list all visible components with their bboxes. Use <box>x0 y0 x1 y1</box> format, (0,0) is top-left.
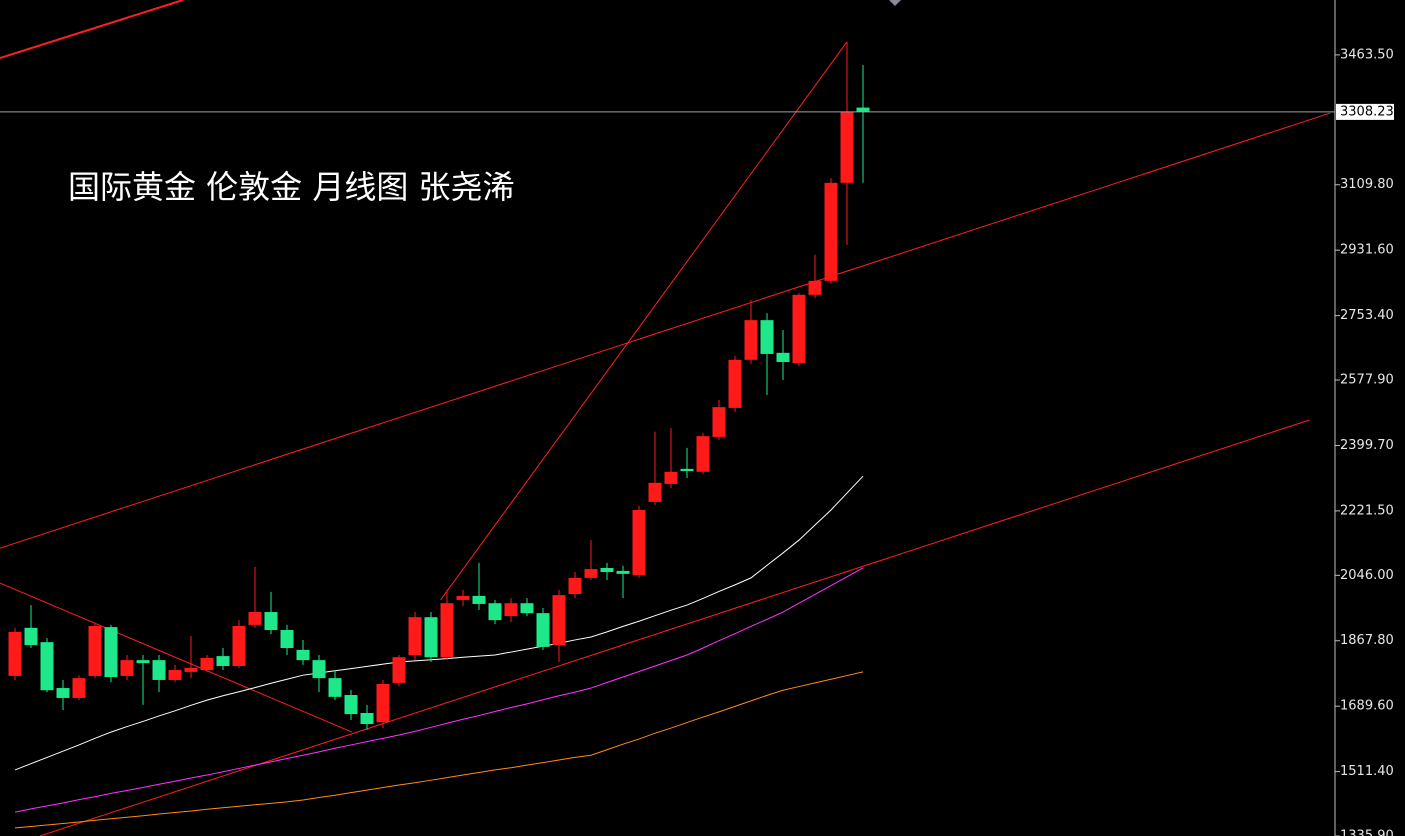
candle-body <box>792 294 806 364</box>
y-tick-label: 1511.40 <box>1340 764 1394 779</box>
candle-body <box>648 482 662 502</box>
trend-line <box>0 582 353 733</box>
candle-body <box>824 182 838 281</box>
trend-line <box>0 112 1331 549</box>
candle-body <box>328 678 342 697</box>
candle-body <box>24 627 38 646</box>
candle-body <box>152 660 166 680</box>
candle-body <box>168 670 182 680</box>
candle-body <box>568 577 582 595</box>
y-tick-label: 2931.60 <box>1340 243 1394 258</box>
moving-average <box>14 475 864 771</box>
candle-body <box>424 617 438 658</box>
chart-title: 国际黄金 伦敦金 月线图 张尧浠 <box>68 168 515 206</box>
last-price-box <box>1336 103 1394 120</box>
candle-body <box>88 625 102 676</box>
y-tick-label: 3463.50 <box>1340 47 1394 62</box>
candle-body <box>552 595 566 646</box>
moving-average <box>14 567 864 813</box>
y-tick-label: 3109.80 <box>1340 177 1394 192</box>
candle-body <box>840 111 854 183</box>
candle-body <box>120 660 134 676</box>
candle-body <box>616 570 630 574</box>
candle-body <box>360 713 374 725</box>
candle-body <box>456 595 470 600</box>
candle-body <box>712 407 726 437</box>
plot-area <box>0 0 1331 836</box>
candle-body <box>536 613 550 647</box>
candle-body <box>312 660 326 679</box>
candle-body <box>760 320 774 354</box>
candle-body <box>744 320 758 360</box>
candle-body <box>264 612 278 631</box>
candle-body <box>440 603 454 658</box>
candle-body <box>232 625 246 667</box>
y-tick-label: 1867.80 <box>1340 633 1394 648</box>
candle-body <box>392 657 406 683</box>
candle-body <box>520 603 534 614</box>
y-tick-label: 1689.60 <box>1340 699 1394 714</box>
candle-body <box>56 688 70 698</box>
candle-body <box>584 569 598 578</box>
y-tick-label: 1335.90 <box>1340 829 1394 836</box>
candle-body <box>40 642 54 691</box>
y-tick-label: 2221.50 <box>1340 503 1394 518</box>
y-tick-label: 2399.70 <box>1340 438 1394 453</box>
candle-body <box>664 471 678 484</box>
marker <box>889 0 901 6</box>
candle-body <box>776 352 790 363</box>
candle-body <box>856 107 870 112</box>
candle-body <box>248 612 262 625</box>
moving-average <box>14 671 864 829</box>
candle-body <box>104 627 118 678</box>
trend-line <box>0 0 184 59</box>
candle-body <box>600 567 614 573</box>
candle-body <box>472 595 486 604</box>
candle-body <box>280 630 294 649</box>
candle-body <box>136 660 150 664</box>
candle-body <box>680 468 694 472</box>
trend-line <box>440 41 848 601</box>
trend-line <box>39 419 1310 836</box>
candle-body <box>696 436 710 472</box>
candle-body <box>184 667 198 672</box>
y-tick-label: 2046.00 <box>1340 568 1394 583</box>
candle-body <box>488 603 502 621</box>
y-tick-label: 2753.40 <box>1340 308 1394 323</box>
candle-body <box>296 649 310 661</box>
candle-body <box>8 631 22 676</box>
candle-body <box>632 509 646 575</box>
candle-body <box>808 280 822 295</box>
candle-body <box>504 603 518 617</box>
candle-body <box>216 656 230 667</box>
last-price-label: 3308.23 <box>1340 104 1394 119</box>
candle-body <box>200 657 214 671</box>
candle-body <box>728 359 742 408</box>
candle-body <box>72 678 86 698</box>
candle-body <box>408 617 422 655</box>
candle-body <box>376 684 390 723</box>
y-tick-label: 2577.90 <box>1340 373 1394 388</box>
candle-body <box>344 695 358 715</box>
